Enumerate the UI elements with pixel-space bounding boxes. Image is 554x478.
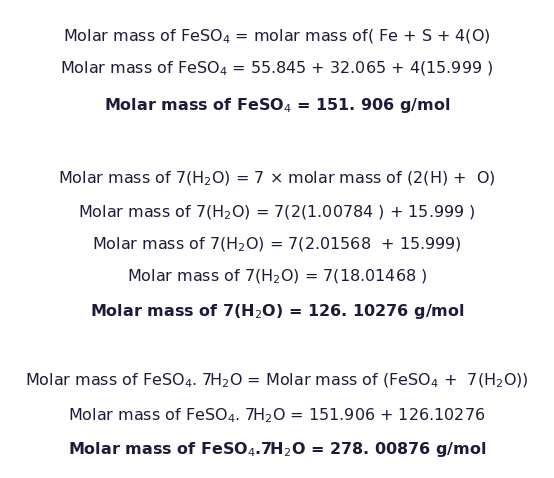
Text: Molar mass of 7(H$_2$O) = 126. 10276 g/mol: Molar mass of 7(H$_2$O) = 126. 10276 g/m… bbox=[90, 302, 464, 321]
Text: Molar mass of FeSO$_4$ = molar mass of( Fe + S + 4(O): Molar mass of FeSO$_4$ = molar mass of( … bbox=[63, 28, 491, 46]
Text: Molar mass of FeSO$_4$.7H$_2$O = 278. 00876 g/mol: Molar mass of FeSO$_4$.7H$_2$O = 278. 00… bbox=[68, 440, 486, 459]
Text: Molar mass of 7(H$_2$O) = 7(2.01568  + 15.999): Molar mass of 7(H$_2$O) = 7(2.01568 + 15… bbox=[92, 236, 462, 254]
Text: Molar mass of 7(H$_2$O) = 7(2(1.00784 ) + 15.999 ): Molar mass of 7(H$_2$O) = 7(2(1.00784 ) … bbox=[78, 204, 476, 222]
Text: Molar mass of FeSO$_4$ = 151. 906 g/mol: Molar mass of FeSO$_4$ = 151. 906 g/mol bbox=[104, 96, 450, 115]
Text: Molar mass of 7(H$_2$O) = 7(18.01468 ): Molar mass of 7(H$_2$O) = 7(18.01468 ) bbox=[127, 268, 427, 286]
Text: Molar mass of FeSO$_4$. 7H$_2$O = 151.906 + 126.10276: Molar mass of FeSO$_4$. 7H$_2$O = 151.90… bbox=[68, 406, 486, 424]
Text: Molar mass of FeSO$_4$. 7H$_2$O = Molar mass of (FeSO$_4$ +  7(H$_2$O)): Molar mass of FeSO$_4$. 7H$_2$O = Molar … bbox=[25, 372, 529, 391]
Text: Molar mass of 7(H$_2$O) = 7 × molar mass of (2(H) +  O): Molar mass of 7(H$_2$O) = 7 × molar mass… bbox=[58, 170, 496, 188]
Text: Molar mass of FeSO$_4$ = 55.845 + 32.065 + 4(15.999 ): Molar mass of FeSO$_4$ = 55.845 + 32.065… bbox=[60, 60, 494, 78]
